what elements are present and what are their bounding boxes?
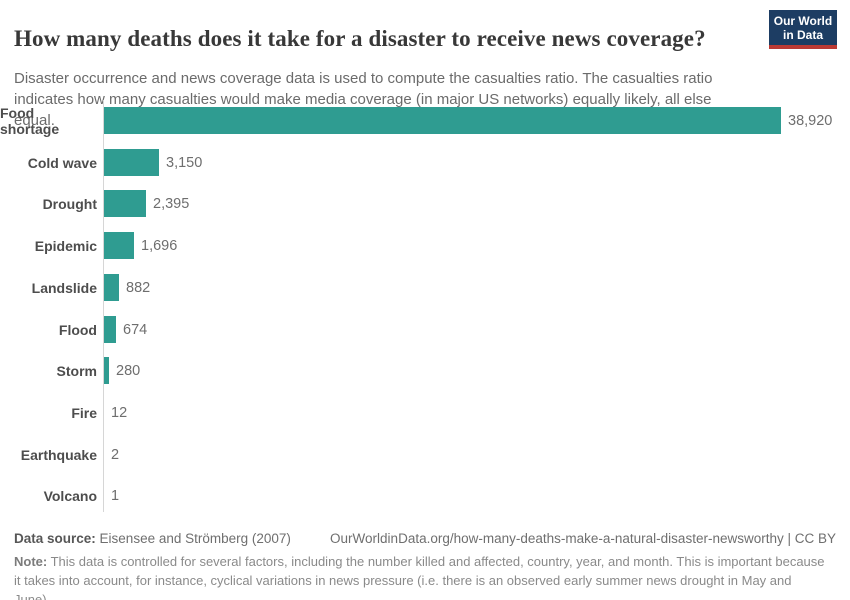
bar-value-label: 2,395 — [153, 196, 190, 212]
owid-logo: Our World in Data — [769, 10, 837, 49]
bar-value-label: 280 — [116, 363, 141, 379]
bar-value-label: 882 — [126, 280, 151, 296]
category-label: Earthquake — [20, 447, 97, 463]
owid-logo-line1: Our World — [773, 13, 833, 28]
page-title: How many deaths does it take for a disas… — [14, 26, 706, 52]
bar-value-label: 2 — [111, 447, 120, 463]
bar-row-fire: Fire 12 — [0, 392, 850, 434]
footnote-label: Note: — [14, 554, 48, 569]
bar-row-storm: Storm 280 — [0, 350, 850, 392]
bar-storm[interactable] — [104, 357, 109, 384]
bar-value-label: 1,696 — [141, 238, 178, 254]
bar-value-label: 3,150 — [166, 155, 203, 171]
category-label: Drought — [42, 196, 97, 212]
category-label: Volcano — [43, 488, 97, 504]
bar-row-earthquake: Earthquake 2 — [0, 434, 850, 476]
category-label: Cold wave — [27, 155, 97, 171]
bar-row-food-shortage: Food shortage 38,920 — [0, 100, 850, 142]
bar-row-landslide: Landslide 882 — [0, 267, 850, 309]
citation-link[interactable]: OurWorldinData.org/how-many-deaths-make-… — [330, 531, 836, 546]
owid-logo-line2: in Data — [782, 27, 823, 42]
bar-row-epidemic: Epidemic 1,696 — [0, 225, 850, 267]
bar-food-shortage[interactable] — [104, 107, 781, 134]
data-source-label: Data source: — [14, 531, 96, 546]
bar-epidemic[interactable] — [104, 232, 134, 259]
bar-chart: Food shortage 38,920 Cold wave 3,150 Dro… — [0, 100, 850, 517]
bar-row-drought: Drought 2,395 — [0, 183, 850, 225]
category-label: Flood — [58, 322, 97, 338]
bar-row-volcano: Volcano 1 — [0, 475, 850, 517]
bar-row-flood: Flood 674 — [0, 309, 850, 351]
footnote: Note: This data is controlled for severa… — [14, 552, 830, 600]
category-label: Epidemic — [34, 238, 97, 254]
bar-row-cold-wave: Cold wave 3,150 — [0, 142, 850, 184]
bar-cold-wave[interactable] — [104, 149, 159, 176]
bar-drought[interactable] — [104, 190, 146, 217]
bar-landslide[interactable] — [104, 274, 119, 301]
footnote-text: This data is controlled for several fact… — [14, 554, 825, 600]
category-label: Storm — [56, 363, 97, 379]
category-label: Food shortage — [0, 105, 60, 137]
bar-flood[interactable] — [104, 316, 116, 343]
bar-value-label: 674 — [123, 322, 148, 338]
bar-value-label: 12 — [111, 405, 128, 421]
data-source-value: Eisensee and Strömberg (2007) — [99, 531, 291, 546]
chart-subtitle: Disaster occurrence and news coverage da… — [14, 70, 713, 129]
category-label: Fire — [71, 405, 97, 421]
category-label: Landslide — [31, 280, 97, 296]
data-source-line: Data source: Eisensee and Strömberg (200… — [14, 531, 836, 546]
bar-value-label: 38,920 — [788, 113, 833, 129]
bar-value-label: 1 — [111, 488, 120, 504]
y-axis-line — [103, 100, 104, 512]
